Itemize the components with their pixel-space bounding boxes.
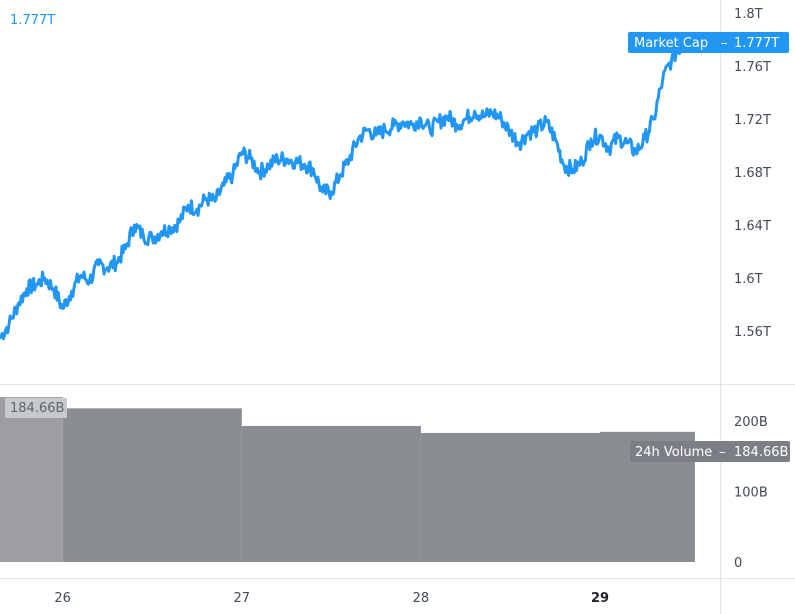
volume-y-tick: 200B <box>734 415 768 430</box>
volume-current-value: 184.66B <box>10 401 64 416</box>
time-tick: 29 <box>591 591 609 606</box>
market-cap-y-tick: 1.56T <box>734 325 771 340</box>
volume-value-backdrop <box>5 398 67 418</box>
volume-y-axis: 0 100B 200B <box>734 415 768 571</box>
market-cap-y-tick: 1.64T <box>734 219 771 234</box>
volume-y-tick: 0 <box>734 556 742 571</box>
svg-text:–: – <box>719 445 726 460</box>
svg-text:–: – <box>721 36 728 51</box>
volume-y-tick: 100B <box>734 486 768 501</box>
market-cap-line <box>0 39 697 341</box>
volume-price-tag: 24h Volume – 184.66B <box>630 441 790 462</box>
market-cap-y-tick: 1.68T <box>734 166 771 181</box>
volume-bar <box>62 408 242 562</box>
volume-tag-value: 184.66B <box>734 445 788 460</box>
market-cap-price-tag: Market Cap – 1.777T <box>628 32 789 53</box>
market-cap-y-axis: 1.56T 1.6T 1.64T 1.68T 1.72T 1.76T 1.8T <box>734 7 771 340</box>
market-cap-y-tick: 1.8T <box>734 7 763 22</box>
volume-tag-label: 24h Volume <box>635 445 712 460</box>
time-axis: 26 27 28 29 <box>54 591 609 606</box>
time-tick: 28 <box>413 591 430 606</box>
time-tick: 26 <box>54 591 71 606</box>
market-cap-y-tick: 1.6T <box>734 272 763 287</box>
market-cap-y-tick: 1.76T <box>734 60 771 75</box>
volume-bars <box>0 397 695 562</box>
volume-bar <box>241 425 421 562</box>
market-cap-tag-value: 1.777T <box>734 36 779 51</box>
time-tick: 27 <box>234 591 251 606</box>
market-cap-current-value: 1.777T <box>10 13 55 28</box>
volume-bar <box>0 397 63 562</box>
market-cap-tag-label: Market Cap <box>634 36 708 51</box>
volume-bar <box>420 433 600 562</box>
market-cap-y-tick: 1.72T <box>734 113 771 128</box>
